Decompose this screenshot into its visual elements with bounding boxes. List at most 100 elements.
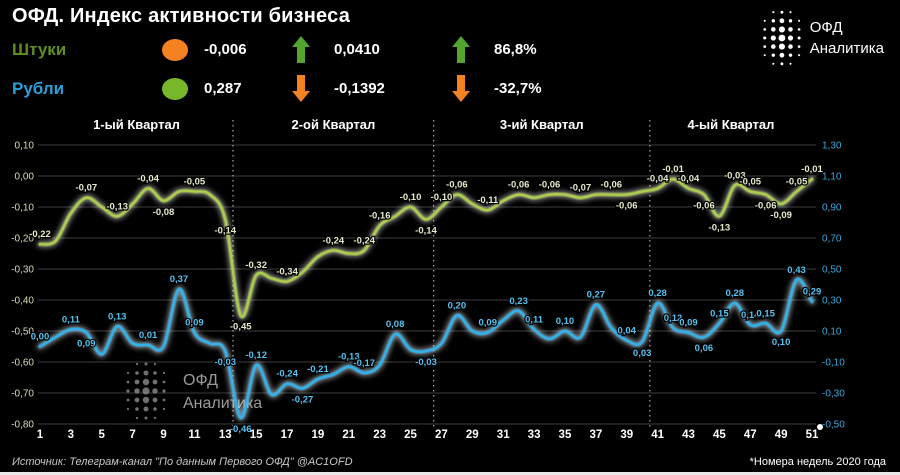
svg-text:11: 11 — [188, 429, 201, 441]
svg-text:-0,40: -0,40 — [11, 296, 34, 307]
svg-text:-0,22: -0,22 — [29, 229, 51, 240]
svg-text:0,13: 0,13 — [108, 311, 127, 322]
svg-text:0,90: 0,90 — [822, 203, 842, 214]
svg-text:-0,05: -0,05 — [184, 177, 206, 188]
svg-text:17: 17 — [281, 429, 294, 441]
svg-text:33: 33 — [528, 429, 541, 441]
svg-text:-0,04: -0,04 — [678, 173, 700, 184]
svg-text:37: 37 — [589, 429, 602, 441]
units-status-dot-icon — [162, 38, 188, 61]
units-change-value: 0,0410 — [334, 41, 380, 58]
svg-text:-0,10: -0,10 — [400, 192, 422, 203]
svg-text:-0,14: -0,14 — [214, 225, 236, 236]
svg-text:-0,05: -0,05 — [786, 177, 808, 188]
page-title: ОФД. Индекс активности бизнеса — [12, 5, 351, 27]
svg-text:51: 51 — [806, 429, 819, 441]
svg-text:19: 19 — [312, 429, 325, 441]
svg-text:0,00: 0,00 — [31, 332, 50, 343]
rubles-percent-value: -32,7% — [494, 80, 542, 97]
svg-text:0,09: 0,09 — [77, 339, 96, 350]
svg-text:-0,06: -0,06 — [693, 201, 715, 212]
logo-line1: ОФД — [809, 19, 843, 36]
svg-text:0,15: 0,15 — [756, 308, 775, 319]
svg-text:-0,17: -0,17 — [353, 358, 375, 369]
svg-text:1: 1 — [37, 429, 44, 441]
svg-text:-0,10: -0,10 — [431, 192, 453, 203]
svg-text:43: 43 — [682, 429, 695, 441]
svg-text:-0,60: -0,60 — [11, 358, 34, 369]
svg-text:-0,24: -0,24 — [276, 369, 298, 380]
units-percent-arrow-icon — [452, 36, 470, 63]
svg-text:-0,45: -0,45 — [230, 322, 252, 333]
rubles-series — [37, 276, 815, 421]
svg-text:0,09: 0,09 — [185, 318, 204, 329]
svg-text:ОФД: ОФД — [183, 372, 218, 389]
svg-text:0,03: 0,03 — [633, 348, 652, 359]
right-axis-ticks: 1,30 1,10 0,90 0,70 0,50 0,30 0,10 -0,10 -0,30 -0… — [822, 141, 845, 431]
svg-text:-0,80: -0,80 — [11, 420, 34, 431]
svg-text:29: 29 — [466, 429, 479, 441]
svg-text:-0,03: -0,03 — [214, 357, 236, 368]
svg-text:-0,10: -0,10 — [11, 203, 34, 214]
svg-text:0,28: 0,28 — [648, 288, 667, 299]
svg-text:0,10: 0,10 — [772, 337, 791, 348]
svg-text:0,00: 0,00 — [15, 172, 35, 183]
logo-line2: Аналитика — [809, 40, 884, 57]
units-series — [37, 176, 815, 320]
series-label-units: Штуки — [12, 39, 67, 59]
svg-text:0,06: 0,06 — [695, 343, 714, 354]
svg-text:35: 35 — [559, 429, 572, 441]
svg-text:39: 39 — [620, 429, 633, 441]
svg-text:0,28: 0,28 — [726, 288, 745, 299]
svg-text:-0,50: -0,50 — [822, 420, 845, 431]
svg-text:0,20: 0,20 — [448, 301, 467, 312]
svg-text:-0,32: -0,32 — [245, 260, 267, 271]
svg-text:-0,50: -0,50 — [11, 327, 34, 338]
svg-text:-0,24: -0,24 — [353, 235, 375, 246]
svg-text:-0,34: -0,34 — [276, 266, 298, 277]
svg-text:-0,13: -0,13 — [106, 201, 128, 212]
svg-text:0,11: 0,11 — [525, 314, 544, 325]
svg-text:-0,27: -0,27 — [292, 394, 314, 405]
svg-text:45: 45 — [713, 429, 726, 441]
svg-text:23: 23 — [373, 429, 386, 441]
svg-text:-0,21: -0,21 — [307, 364, 329, 375]
units-change-arrow-icon — [292, 36, 310, 63]
svg-text:0,10: 0,10 — [15, 141, 35, 152]
legend: Штуки -0,006 0,0410 86,8% Рубли 0,287 -0… — [12, 30, 584, 108]
svg-text:0,11: 0,11 — [62, 314, 81, 325]
svg-text:0,01: 0,01 — [139, 330, 158, 341]
rubles-status-dot-icon — [162, 77, 188, 100]
brand-logo: ОФД Аналитика — [759, 8, 884, 68]
svg-text:3: 3 — [68, 429, 74, 441]
svg-text:-0,13: -0,13 — [338, 352, 360, 363]
svg-text:-0,06: -0,06 — [600, 180, 622, 191]
svg-text:-0,20: -0,20 — [11, 234, 34, 245]
footnote-asterisk-dot — [817, 424, 823, 430]
svg-text:21: 21 — [342, 429, 355, 441]
svg-text:0,10: 0,10 — [556, 316, 575, 327]
units-series-labels: -0,22 -0,07 -0,13 -0,04 -0,08 -0,05 -0,14 -0,45… — [28, 163, 825, 334]
svg-text:9: 9 — [160, 429, 166, 441]
logo-text: ОФД Аналитика — [810, 17, 884, 59]
svg-text:49: 49 — [775, 429, 788, 441]
activity-chart-svg: 0,10 0,00 -0,10 -0,20 -0,30 -0,40 -0,50 -0,60 -0… — [11, 117, 845, 441]
svg-text:3-ий Квартал: 3-ий Квартал — [500, 117, 584, 132]
svg-text:-0,10: -0,10 — [822, 358, 845, 369]
svg-text:0,50: 0,50 — [822, 265, 842, 276]
svg-text:47: 47 — [744, 429, 757, 441]
svg-text:-0,06: -0,06 — [755, 201, 777, 212]
svg-text:31: 31 — [497, 429, 510, 441]
svg-text:0,09: 0,09 — [679, 318, 698, 329]
svg-text:-0,03: -0,03 — [724, 170, 746, 181]
svg-text:0,70: 0,70 — [822, 234, 842, 245]
svg-text:4-ый Квартал: 4-ый Квартал — [688, 117, 775, 132]
svg-text:-0,70: -0,70 — [11, 389, 34, 400]
svg-text:-0,08: -0,08 — [153, 207, 175, 218]
x-axis-ticks: 1 3 5 7 9 11 13 15 17 19 21 23 25 27 29 31 33 35 37 39 41 43 4… — [37, 429, 819, 441]
svg-text:25: 25 — [404, 429, 417, 441]
svg-text:0,30: 0,30 — [822, 296, 842, 307]
svg-text:-0,01: -0,01 — [662, 164, 684, 175]
svg-text:-0,05: -0,05 — [739, 177, 761, 188]
